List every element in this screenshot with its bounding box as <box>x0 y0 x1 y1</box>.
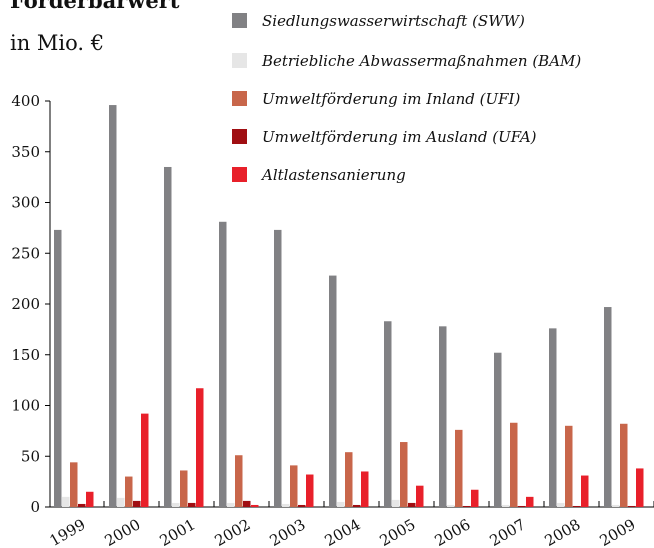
bar <box>290 465 298 507</box>
bar <box>447 504 455 507</box>
bar <box>400 442 408 507</box>
bar <box>298 504 306 507</box>
bar <box>636 468 644 507</box>
bar <box>573 505 581 507</box>
bar <box>557 502 565 507</box>
x-tick-label: 1999 <box>46 515 88 548</box>
bar <box>188 502 196 507</box>
bar <box>141 413 149 507</box>
bar <box>133 500 141 507</box>
bar <box>329 275 337 507</box>
x-tick-label: 2004 <box>321 515 363 548</box>
bar <box>463 505 471 507</box>
bar <box>612 504 620 507</box>
x-tick-label: 2007 <box>486 515 528 548</box>
bar <box>274 229 282 507</box>
bar <box>219 221 227 507</box>
chart-title: Förderbarwert <box>10 0 180 13</box>
bar <box>392 499 400 507</box>
bar <box>243 500 251 507</box>
bar <box>604 307 612 507</box>
bar <box>86 491 94 507</box>
bar <box>620 423 628 507</box>
bar <box>227 502 235 507</box>
bar <box>306 474 314 507</box>
bar <box>518 505 526 507</box>
bar <box>337 501 345 507</box>
bar <box>282 503 290 507</box>
bar <box>455 429 463 507</box>
legend-swatch <box>232 167 247 182</box>
legend-swatch <box>232 91 247 106</box>
bar <box>251 504 259 507</box>
legend-label: Altlastensanierung <box>260 166 406 184</box>
bar <box>235 455 243 507</box>
x-tick-label: 2006 <box>431 515 473 548</box>
bar <box>345 452 353 507</box>
x-tick-label: 2003 <box>266 515 308 548</box>
legend-label: Betriebliche Abwassermaßnahmen (BAM) <box>261 52 581 70</box>
bar <box>62 496 70 507</box>
bar <box>416 485 424 507</box>
legend-label: Siedlungswasserwirtschaft (SWW) <box>262 12 525 30</box>
bar <box>628 505 636 507</box>
bar <box>549 328 557 507</box>
legend-swatch <box>232 129 247 144</box>
bar <box>510 422 518 507</box>
y-tick-label: 300 <box>11 194 40 212</box>
bar <box>494 352 502 507</box>
legend-swatch <box>232 53 247 68</box>
y-tick-label: 400 <box>11 92 40 110</box>
bar <box>117 497 125 507</box>
legend-label: Umweltförderung im Inland (UFI) <box>262 90 520 108</box>
y-tick-label: 200 <box>11 295 40 313</box>
x-tick-label: 2005 <box>376 515 418 548</box>
bar <box>164 166 172 507</box>
bar <box>353 504 361 507</box>
y-tick-label: 150 <box>11 346 40 364</box>
bar <box>581 475 589 507</box>
chart-subtitle: in Mio. € <box>10 31 104 55</box>
bar <box>78 503 86 507</box>
legend-label: Umweltförderung im Ausland (UFA) <box>262 128 537 146</box>
x-tick-label: 2001 <box>156 515 198 548</box>
bar <box>471 489 479 507</box>
y-tick-label: 50 <box>21 447 40 465</box>
bar <box>408 502 416 507</box>
x-tick-label: 2002 <box>211 515 253 548</box>
y-tick-label: 250 <box>11 244 40 262</box>
y-tick-label: 350 <box>11 143 40 161</box>
x-tick-label: 2009 <box>596 515 638 548</box>
bar <box>54 229 62 507</box>
y-tick-label: 100 <box>11 397 40 415</box>
x-tick-label: 2000 <box>101 515 143 548</box>
bar <box>565 425 573 507</box>
bar <box>361 471 369 507</box>
bar <box>196 388 204 507</box>
bar <box>439 326 447 507</box>
bar <box>384 321 392 507</box>
legend-swatch <box>232 13 247 28</box>
y-tick-label: 0 <box>30 498 40 516</box>
bar <box>502 504 510 507</box>
bar <box>180 470 188 507</box>
bar <box>125 476 133 507</box>
x-tick-label: 2008 <box>541 515 583 548</box>
bar <box>526 496 534 507</box>
bar <box>109 105 117 507</box>
bar <box>172 502 180 507</box>
bar <box>70 462 78 507</box>
